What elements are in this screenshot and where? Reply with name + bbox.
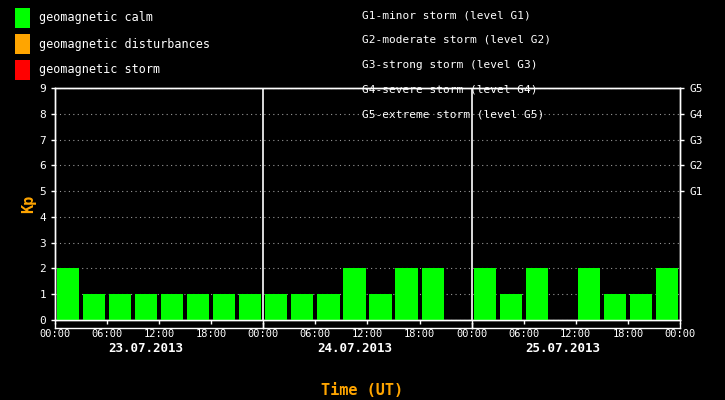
Bar	[109, 294, 131, 320]
Bar	[318, 294, 339, 320]
Bar	[656, 268, 678, 320]
Bar	[630, 294, 652, 320]
Y-axis label: Kp: Kp	[22, 195, 36, 213]
Bar	[161, 294, 183, 320]
Bar	[213, 294, 236, 320]
Bar	[265, 294, 287, 320]
Bar	[57, 268, 79, 320]
Text: G3-strong storm (level G3): G3-strong storm (level G3)	[362, 60, 538, 70]
Bar	[578, 268, 600, 320]
Text: 24.07.2013: 24.07.2013	[317, 342, 392, 355]
Text: geomagnetic calm: geomagnetic calm	[39, 12, 153, 24]
Text: Time (UT): Time (UT)	[321, 383, 404, 398]
Bar	[421, 268, 444, 320]
Bar	[187, 294, 210, 320]
Text: G5-extreme storm (level G5): G5-extreme storm (level G5)	[362, 109, 544, 119]
Text: G4-severe storm (level G4): G4-severe storm (level G4)	[362, 84, 538, 94]
Text: 23.07.2013: 23.07.2013	[109, 342, 183, 355]
Bar	[83, 294, 105, 320]
Bar	[396, 268, 418, 320]
Text: geomagnetic disturbances: geomagnetic disturbances	[39, 38, 210, 50]
Bar	[526, 268, 548, 320]
Bar	[291, 294, 313, 320]
Bar	[604, 294, 626, 320]
Text: G2-moderate storm (level G2): G2-moderate storm (level G2)	[362, 35, 552, 45]
Bar	[239, 294, 262, 320]
Bar	[135, 294, 157, 320]
Bar	[500, 294, 522, 320]
Bar	[344, 268, 365, 320]
Bar	[370, 294, 392, 320]
Text: G1-minor storm (level G1): G1-minor storm (level G1)	[362, 10, 531, 20]
Text: geomagnetic storm: geomagnetic storm	[39, 64, 160, 76]
Text: 25.07.2013: 25.07.2013	[526, 342, 600, 355]
Bar	[473, 268, 496, 320]
